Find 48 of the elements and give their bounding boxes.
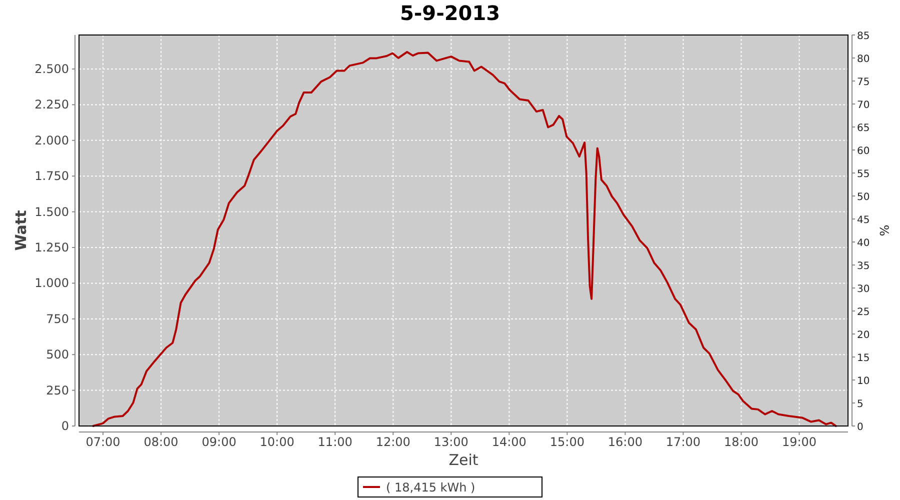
y2-tick-label: 65 (857, 123, 870, 134)
y-tick-label: 750 (46, 312, 69, 326)
x-tick-label: 12:00 (376, 435, 410, 449)
y2-tick-label: 35 (857, 261, 870, 272)
y-tick-label: 1.250 (34, 240, 69, 254)
y2-tick-label: 10 (857, 376, 870, 387)
y-tick-label: 1.000 (34, 276, 69, 290)
y2-tick-label: 15 (857, 353, 870, 364)
x-tick-label: 13:00 (434, 435, 468, 449)
y2-tick-label: 85 (857, 31, 870, 42)
x-tick-label: 14:00 (492, 435, 526, 449)
y2-tick-label: 0 (857, 422, 864, 433)
y2-tick-label: 60 (857, 146, 870, 157)
y2-axis-title: % (877, 224, 891, 236)
y-tick-label: 0 (61, 419, 69, 433)
y-tick-label: 500 (46, 348, 69, 362)
x-axis-title: Zeit (448, 451, 478, 469)
x-tick-label: 15:00 (550, 435, 584, 449)
x-tick-label: 19:00 (782, 435, 817, 449)
x-tick-label: 17:00 (666, 435, 701, 449)
y2-tick-label: 75 (857, 77, 870, 88)
line-series (92, 50, 837, 427)
x-tick-label: 09:00 (202, 435, 236, 449)
x-tick-label: 08:00 (144, 435, 178, 449)
y2-tick-label: 25 (857, 307, 870, 318)
y-tick-label: 1.750 (34, 169, 69, 184)
y2-tick-label: 70 (857, 100, 870, 111)
y-tick-label: 1.500 (34, 204, 69, 219)
y2-tick-label: 5 (857, 399, 864, 410)
y2-tick-label: 20 (857, 330, 870, 341)
chart-title: 5-9-2013 (400, 1, 500, 25)
y2-tick-label: 40 (857, 238, 870, 249)
x-tick-label: 10:00 (260, 435, 294, 449)
y2-tick-label: 55 (857, 169, 870, 180)
y-tick-label: 2.500 (34, 62, 69, 76)
y2-tick-label: 80 (857, 54, 870, 65)
legend-label: ( 18,415 kWh ) (386, 480, 476, 494)
x-tick-label: 11:00 (318, 435, 352, 449)
y-tick-label: 250 (46, 383, 69, 398)
y2-tick-label: 45 (857, 215, 870, 226)
x-tick-label: 07:00 (86, 435, 120, 449)
y-tick-label: 2.250 (34, 98, 69, 112)
x-tick-label: 16:00 (608, 435, 642, 449)
y2-tick-label: 50 (857, 192, 870, 203)
y-axis-title: Watt (12, 210, 30, 251)
y2-tick-label: 30 (857, 284, 870, 295)
x-tick-label: 18:00 (724, 435, 759, 449)
y-tick-label: 2.000 (34, 133, 69, 148)
